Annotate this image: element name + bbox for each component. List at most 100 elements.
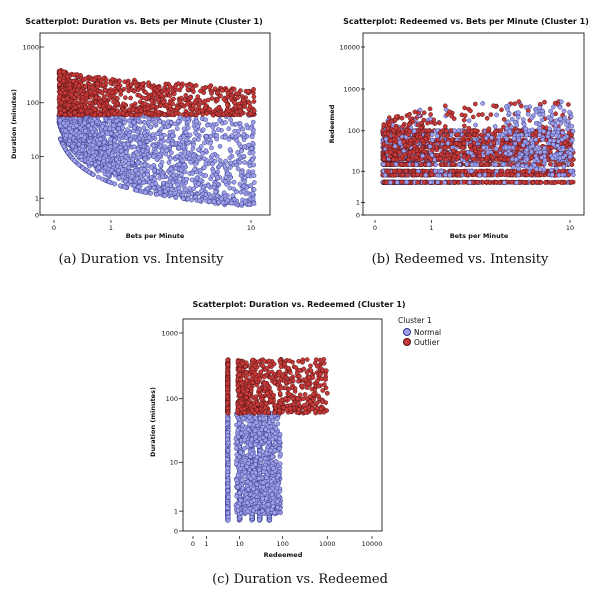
point-normal bbox=[142, 162, 148, 168]
point-outlier bbox=[237, 103, 242, 109]
point-outlier bbox=[221, 96, 227, 102]
point-normal bbox=[180, 144, 186, 150]
point-outlier bbox=[232, 112, 238, 117]
point-normal bbox=[109, 168, 115, 173]
point-normal bbox=[223, 158, 228, 164]
point-outlier bbox=[183, 93, 189, 98]
chart-title: Scatterplot: Duration vs. Bets per Minut… bbox=[25, 17, 263, 26]
point-normal bbox=[203, 173, 209, 178]
point-normal bbox=[217, 157, 223, 163]
point-normal bbox=[114, 157, 119, 162]
point-outlier bbox=[121, 101, 126, 107]
caption: (a) Duration vs. Intensity bbox=[59, 252, 225, 267]
point-outlier bbox=[167, 93, 173, 99]
point-normal bbox=[228, 200, 234, 206]
point-normal bbox=[214, 175, 220, 181]
point-normal bbox=[65, 150, 71, 155]
point-normal bbox=[161, 180, 166, 186]
point-outlier bbox=[138, 108, 144, 114]
point-normal bbox=[122, 120, 127, 125]
point-outlier bbox=[184, 112, 189, 118]
point-normal bbox=[96, 165, 102, 170]
point-outlier bbox=[92, 107, 98, 112]
point-normal bbox=[74, 123, 79, 128]
point-outlier bbox=[80, 98, 86, 104]
chart-title: Scatterplot: Redeemed vs. Bets per Minut… bbox=[343, 17, 589, 26]
point-outlier bbox=[88, 89, 93, 95]
point-normal bbox=[210, 152, 216, 158]
point-outlier bbox=[72, 104, 78, 110]
point-normal bbox=[151, 119, 157, 125]
point-normal bbox=[162, 193, 168, 199]
point-normal bbox=[184, 176, 190, 182]
point-normal bbox=[176, 161, 182, 167]
point-normal bbox=[111, 123, 116, 128]
point-outlier bbox=[569, 162, 575, 167]
point-normal bbox=[179, 172, 184, 177]
point-normal bbox=[250, 157, 255, 163]
point-outlier bbox=[173, 84, 178, 89]
point-outlier bbox=[150, 104, 156, 109]
point-outlier bbox=[162, 112, 167, 118]
point-normal bbox=[92, 116, 97, 122]
point-normal bbox=[248, 183, 254, 188]
point-normal bbox=[207, 140, 213, 146]
point-normal bbox=[227, 165, 233, 170]
point-normal bbox=[111, 161, 116, 167]
point-normal bbox=[76, 162, 82, 168]
point-normal bbox=[166, 160, 172, 165]
point-normal bbox=[80, 165, 86, 171]
point-normal bbox=[112, 138, 117, 144]
point-normal bbox=[234, 138, 240, 144]
point-outlier bbox=[200, 112, 205, 117]
point-normal bbox=[117, 183, 123, 189]
point-normal bbox=[234, 189, 239, 195]
point-outlier bbox=[246, 88, 251, 94]
panel-duration-vs-intensity: Scatterplot: Duration vs. Bets per Minut… bbox=[10, 17, 271, 267]
point-outlier bbox=[102, 88, 108, 93]
point-normal bbox=[240, 126, 246, 132]
point-normal bbox=[519, 132, 525, 138]
point-outlier bbox=[171, 91, 177, 97]
point-normal bbox=[62, 128, 68, 134]
point-outlier bbox=[61, 108, 67, 113]
point-normal bbox=[236, 128, 241, 134]
point-outlier bbox=[96, 75, 102, 80]
point-outlier bbox=[210, 112, 216, 118]
point-outlier bbox=[134, 82, 140, 88]
point-outlier bbox=[97, 103, 102, 109]
point-normal bbox=[192, 137, 197, 142]
point-normal bbox=[99, 176, 105, 182]
point-normal bbox=[237, 181, 243, 187]
point-outlier bbox=[61, 96, 66, 102]
point-outlier bbox=[83, 84, 88, 90]
point-outlier bbox=[68, 112, 73, 118]
point-outlier bbox=[219, 88, 225, 93]
point-outlier bbox=[205, 97, 211, 103]
point-normal bbox=[145, 145, 151, 151]
point-normal bbox=[221, 190, 227, 196]
point-normal bbox=[61, 144, 67, 149]
y-tick-label: 10 bbox=[31, 153, 39, 161]
point-normal bbox=[242, 179, 248, 184]
point-normal bbox=[213, 189, 218, 195]
point-outlier bbox=[107, 96, 112, 101]
point-normal bbox=[210, 124, 216, 130]
point-normal bbox=[242, 144, 247, 149]
point-outlier bbox=[156, 97, 161, 103]
point-normal bbox=[114, 131, 120, 137]
point-outlier bbox=[251, 99, 257, 104]
point-normal bbox=[145, 172, 151, 177]
point-outlier bbox=[103, 77, 109, 83]
point-normal bbox=[250, 119, 256, 125]
point-outlier bbox=[56, 94, 62, 100]
point-normal bbox=[73, 147, 79, 153]
point-outlier bbox=[58, 90, 64, 96]
point-outlier bbox=[62, 112, 68, 118]
point-normal bbox=[88, 157, 94, 162]
point-normal bbox=[180, 196, 186, 201]
point-normal bbox=[123, 158, 128, 164]
point-outlier bbox=[62, 90, 68, 96]
point-normal bbox=[126, 164, 132, 170]
point-normal bbox=[235, 132, 241, 138]
